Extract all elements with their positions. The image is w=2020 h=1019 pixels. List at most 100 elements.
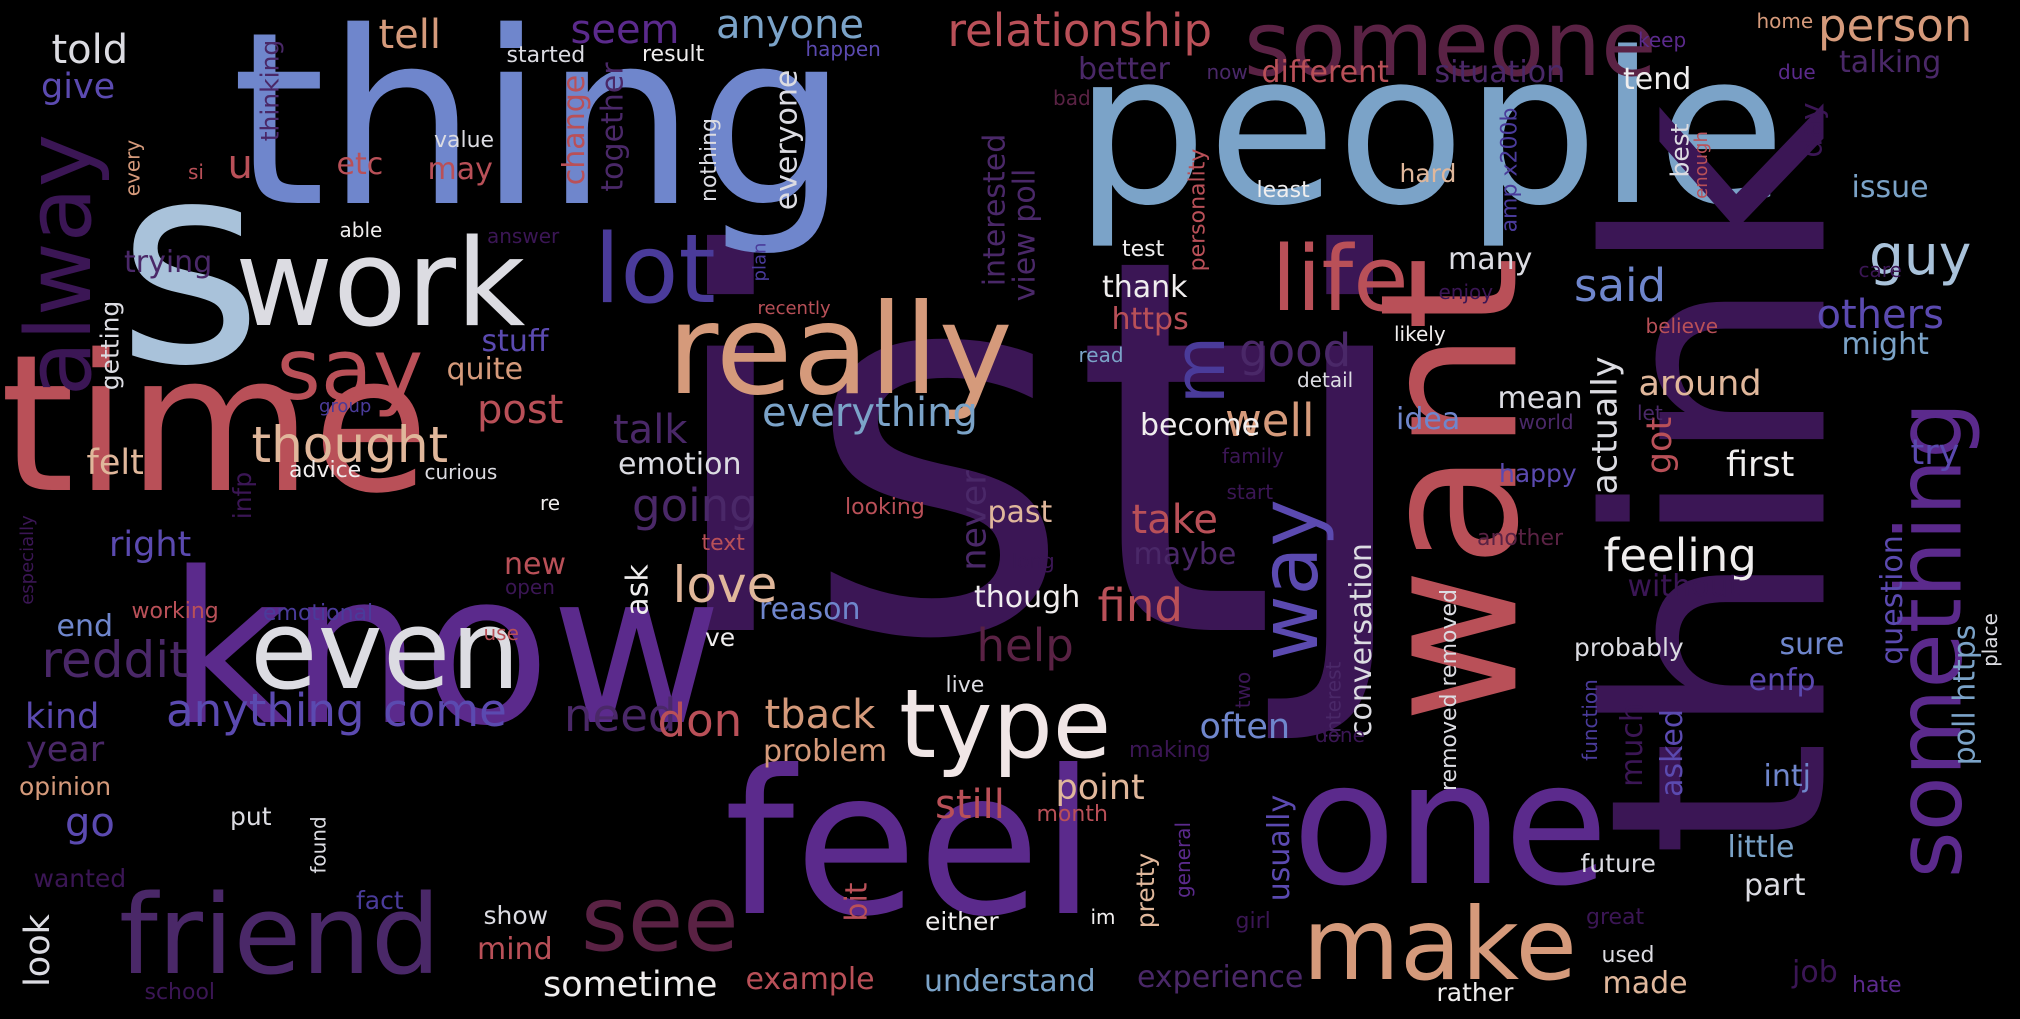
word-thought: thought [251, 416, 449, 474]
word-thing: thing [231, 0, 849, 260]
word-little: little [1727, 830, 1795, 865]
word-anyone: anyone [716, 2, 864, 48]
word-ask: ask [620, 564, 656, 616]
word-guy: guy [1869, 222, 1972, 287]
word-reddit: reddit [41, 631, 189, 689]
word-rather: rather [1436, 977, 1514, 1007]
word-happy: happy [1499, 458, 1577, 488]
word-actually: actually [1585, 355, 1626, 495]
word-maybe: maybe [1133, 537, 1237, 572]
word-enfp: enfp [1748, 663, 1816, 698]
word-seem: seem [570, 7, 680, 53]
word-mean: mean [1497, 381, 1583, 416]
word-one: one [1292, 726, 1609, 924]
word-re: re [540, 491, 561, 515]
word-make: make [1302, 886, 1578, 1003]
word-even: even [250, 586, 521, 714]
word-group: group [319, 396, 372, 417]
word-emotional: emotional [263, 601, 374, 626]
word-home: home [1756, 9, 1814, 33]
word-find: find [1097, 578, 1183, 632]
word-usually: usually [1262, 794, 1298, 902]
word-understand: understand [924, 964, 1096, 999]
word-situation: situation [1434, 55, 1566, 90]
word-especially: especially [16, 515, 38, 605]
word-recently: recently [757, 298, 831, 319]
word-interested: interested [976, 133, 1012, 287]
word-probably: probably [1574, 632, 1684, 662]
word-example: example [745, 962, 875, 997]
word-school: school [144, 980, 216, 1005]
word-everyone: everyone [768, 69, 804, 211]
word-bad: bad [1053, 86, 1091, 110]
word-keep: keep [1638, 28, 1687, 52]
word-many: many [1448, 242, 1533, 277]
word-future: future [1580, 848, 1656, 878]
word-people: people [1074, 7, 1786, 252]
word-thinking: thinking [255, 39, 285, 141]
word-idea: idea [1396, 402, 1461, 437]
word-wanted: wanted [33, 863, 127, 893]
word-test: test [1122, 237, 1165, 262]
word-anything: anything [166, 683, 365, 737]
word-stuff: stuff [481, 324, 549, 359]
word-pretty: pretty [1130, 852, 1160, 928]
word-istj: istj [658, 147, 1422, 753]
word-believe: believe [1645, 314, 1719, 338]
word-emotion: emotion [618, 447, 742, 482]
word-fact: fact [356, 885, 404, 915]
word-life: life [1271, 227, 1409, 332]
word-job: job [1792, 955, 1838, 990]
word-hard: hard [1399, 158, 1457, 188]
word-done: done [1315, 723, 1365, 747]
word-conversation: conversation [1343, 543, 1379, 737]
word-reason: reason [759, 592, 861, 627]
word-relationship: relationship [947, 3, 1213, 57]
word-working: working [131, 599, 219, 624]
word-read: read [1078, 343, 1124, 367]
word-others: others [1816, 292, 1944, 338]
word-end: end [56, 609, 114, 644]
word-person: person [1818, 0, 1973, 52]
word-never: never [954, 469, 995, 571]
word-don: don [657, 693, 743, 747]
word-etc: etc [336, 147, 384, 182]
word-well: well [1225, 393, 1315, 447]
word-try: try [1910, 432, 1960, 473]
word-past: past [987, 495, 1053, 530]
word-detail: detail [1297, 368, 1354, 392]
word-part: part [1744, 868, 1806, 903]
word-now: now [1206, 60, 1248, 84]
word-function: function [1577, 679, 1602, 761]
word-see: see [581, 867, 739, 972]
word-personality: personality [1184, 148, 1210, 272]
word-made: made [1602, 966, 1688, 1001]
word-may: may [427, 152, 493, 187]
word-tend: tend [1623, 62, 1692, 97]
word-world: world [1518, 410, 1574, 434]
word-work: work [235, 215, 526, 354]
word-getting: getting [95, 300, 125, 390]
word-show: show [483, 900, 549, 930]
word-poll-https: poll https [1946, 624, 1982, 766]
word-someone: someone [1244, 0, 1657, 97]
word-result: result [642, 42, 705, 67]
word-question: question [1874, 535, 1910, 665]
word-quite: quite [446, 352, 524, 387]
word-amp-x200b: amp x200b [1496, 107, 1522, 233]
word-need: need [564, 688, 677, 742]
word-every: every [119, 139, 144, 197]
word-really: really [667, 277, 1013, 423]
word-https: https [1111, 302, 1189, 337]
word-family: family [1222, 444, 1284, 468]
word-s: s [117, 102, 263, 428]
word-live: live [945, 673, 985, 698]
word-first: first [1726, 444, 1795, 485]
word-kind: kind [25, 696, 100, 737]
word-change: change [557, 74, 593, 186]
word-new: new [504, 547, 567, 582]
word-im: im [1090, 905, 1116, 929]
word-found: found [306, 816, 331, 874]
word-making: making [1129, 738, 1211, 763]
word-come: come [383, 683, 507, 737]
